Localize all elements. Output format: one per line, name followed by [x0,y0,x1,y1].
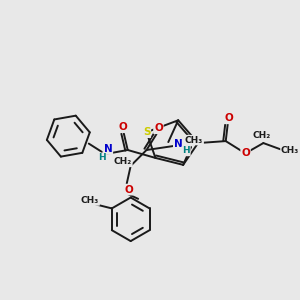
Text: CH₃: CH₃ [185,136,203,145]
Text: S: S [143,127,150,137]
Text: H: H [182,146,190,155]
Text: O: O [224,113,233,123]
Text: N: N [174,139,183,149]
Text: O: O [154,123,163,133]
Text: CH₂: CH₂ [114,158,132,166]
Text: O: O [124,184,133,195]
Text: H: H [98,153,106,162]
Text: O: O [241,148,250,158]
Text: CH₃: CH₃ [281,146,299,155]
Text: CH₂: CH₂ [252,130,271,140]
Text: N: N [103,144,112,154]
Text: O: O [118,122,127,132]
Text: CH₃: CH₃ [81,196,99,205]
